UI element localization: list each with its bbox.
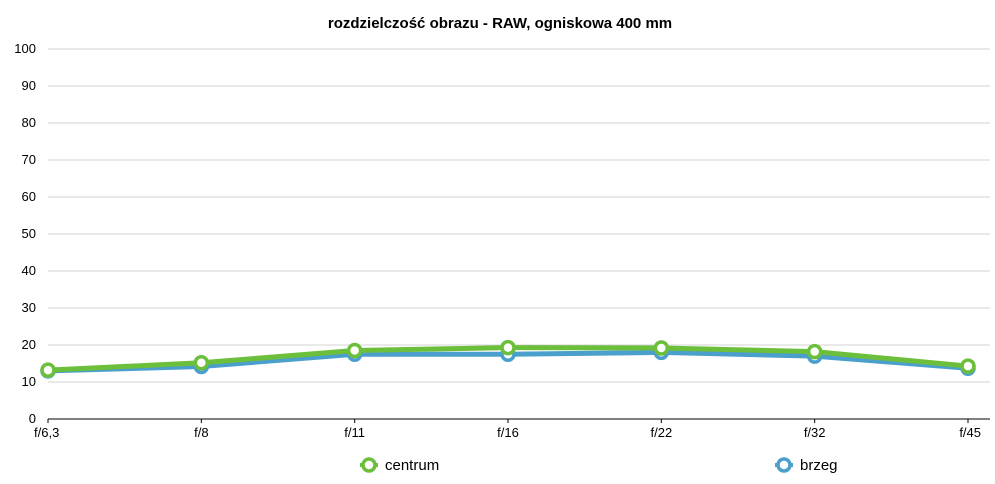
x-tick-label: f/22 (650, 425, 672, 440)
legend-item-brzeg: brzeg (775, 457, 838, 474)
y-axis-ticks: 0 10 20 30 40 50 60 70 80 90 100 (14, 41, 36, 426)
y-tick-label: 0 (29, 411, 36, 426)
y-tick-label: 30 (22, 300, 36, 315)
x-tick-label: f/6,3 (34, 425, 59, 440)
y-tick-label: 60 (22, 189, 36, 204)
x-tick-label: f/11 (344, 425, 365, 440)
gridlines (48, 48, 990, 420)
x-tick-label: f/45 (959, 425, 981, 440)
data-point-centrum (653, 340, 670, 356)
x-tick-label: f/8 (194, 425, 208, 440)
legend-item-centrum: centrum (360, 457, 439, 474)
series-lines (40, 339, 976, 379)
data-point-centrum (40, 362, 56, 378)
data-point-centrum (500, 339, 516, 356)
y-tick-label: 20 (22, 337, 36, 352)
y-tick-label: 40 (22, 263, 36, 278)
y-tick-label: 70 (22, 152, 36, 167)
y-tick-label: 90 (22, 78, 36, 93)
data-point-centrum (346, 342, 363, 359)
x-tick-label: f/16 (497, 425, 519, 440)
y-tick-label: 80 (22, 115, 36, 130)
data-point-centrum (960, 358, 976, 374)
y-tick-label: 100 (14, 41, 36, 56)
legend-swatch-marker (361, 457, 377, 473)
series-centrum (40, 339, 976, 378)
legend-swatch-marker (776, 457, 792, 473)
legend-label: brzeg (800, 457, 838, 474)
x-axis-ticks: f/6,3 f/8 f/11 f/16 f/22 f/32 f/45 (34, 419, 981, 440)
y-tick-label: 10 (22, 374, 36, 389)
data-point-centrum (806, 343, 823, 360)
data-point-centrum (193, 355, 210, 371)
chart-title: rozdzielczość obrazu - RAW, ogniskowa 40… (328, 15, 672, 32)
y-tick-label: 50 (22, 226, 36, 241)
legend: centrum brzeg (360, 457, 838, 474)
x-tick-label: f/32 (804, 425, 826, 440)
legend-label: centrum (385, 457, 439, 474)
